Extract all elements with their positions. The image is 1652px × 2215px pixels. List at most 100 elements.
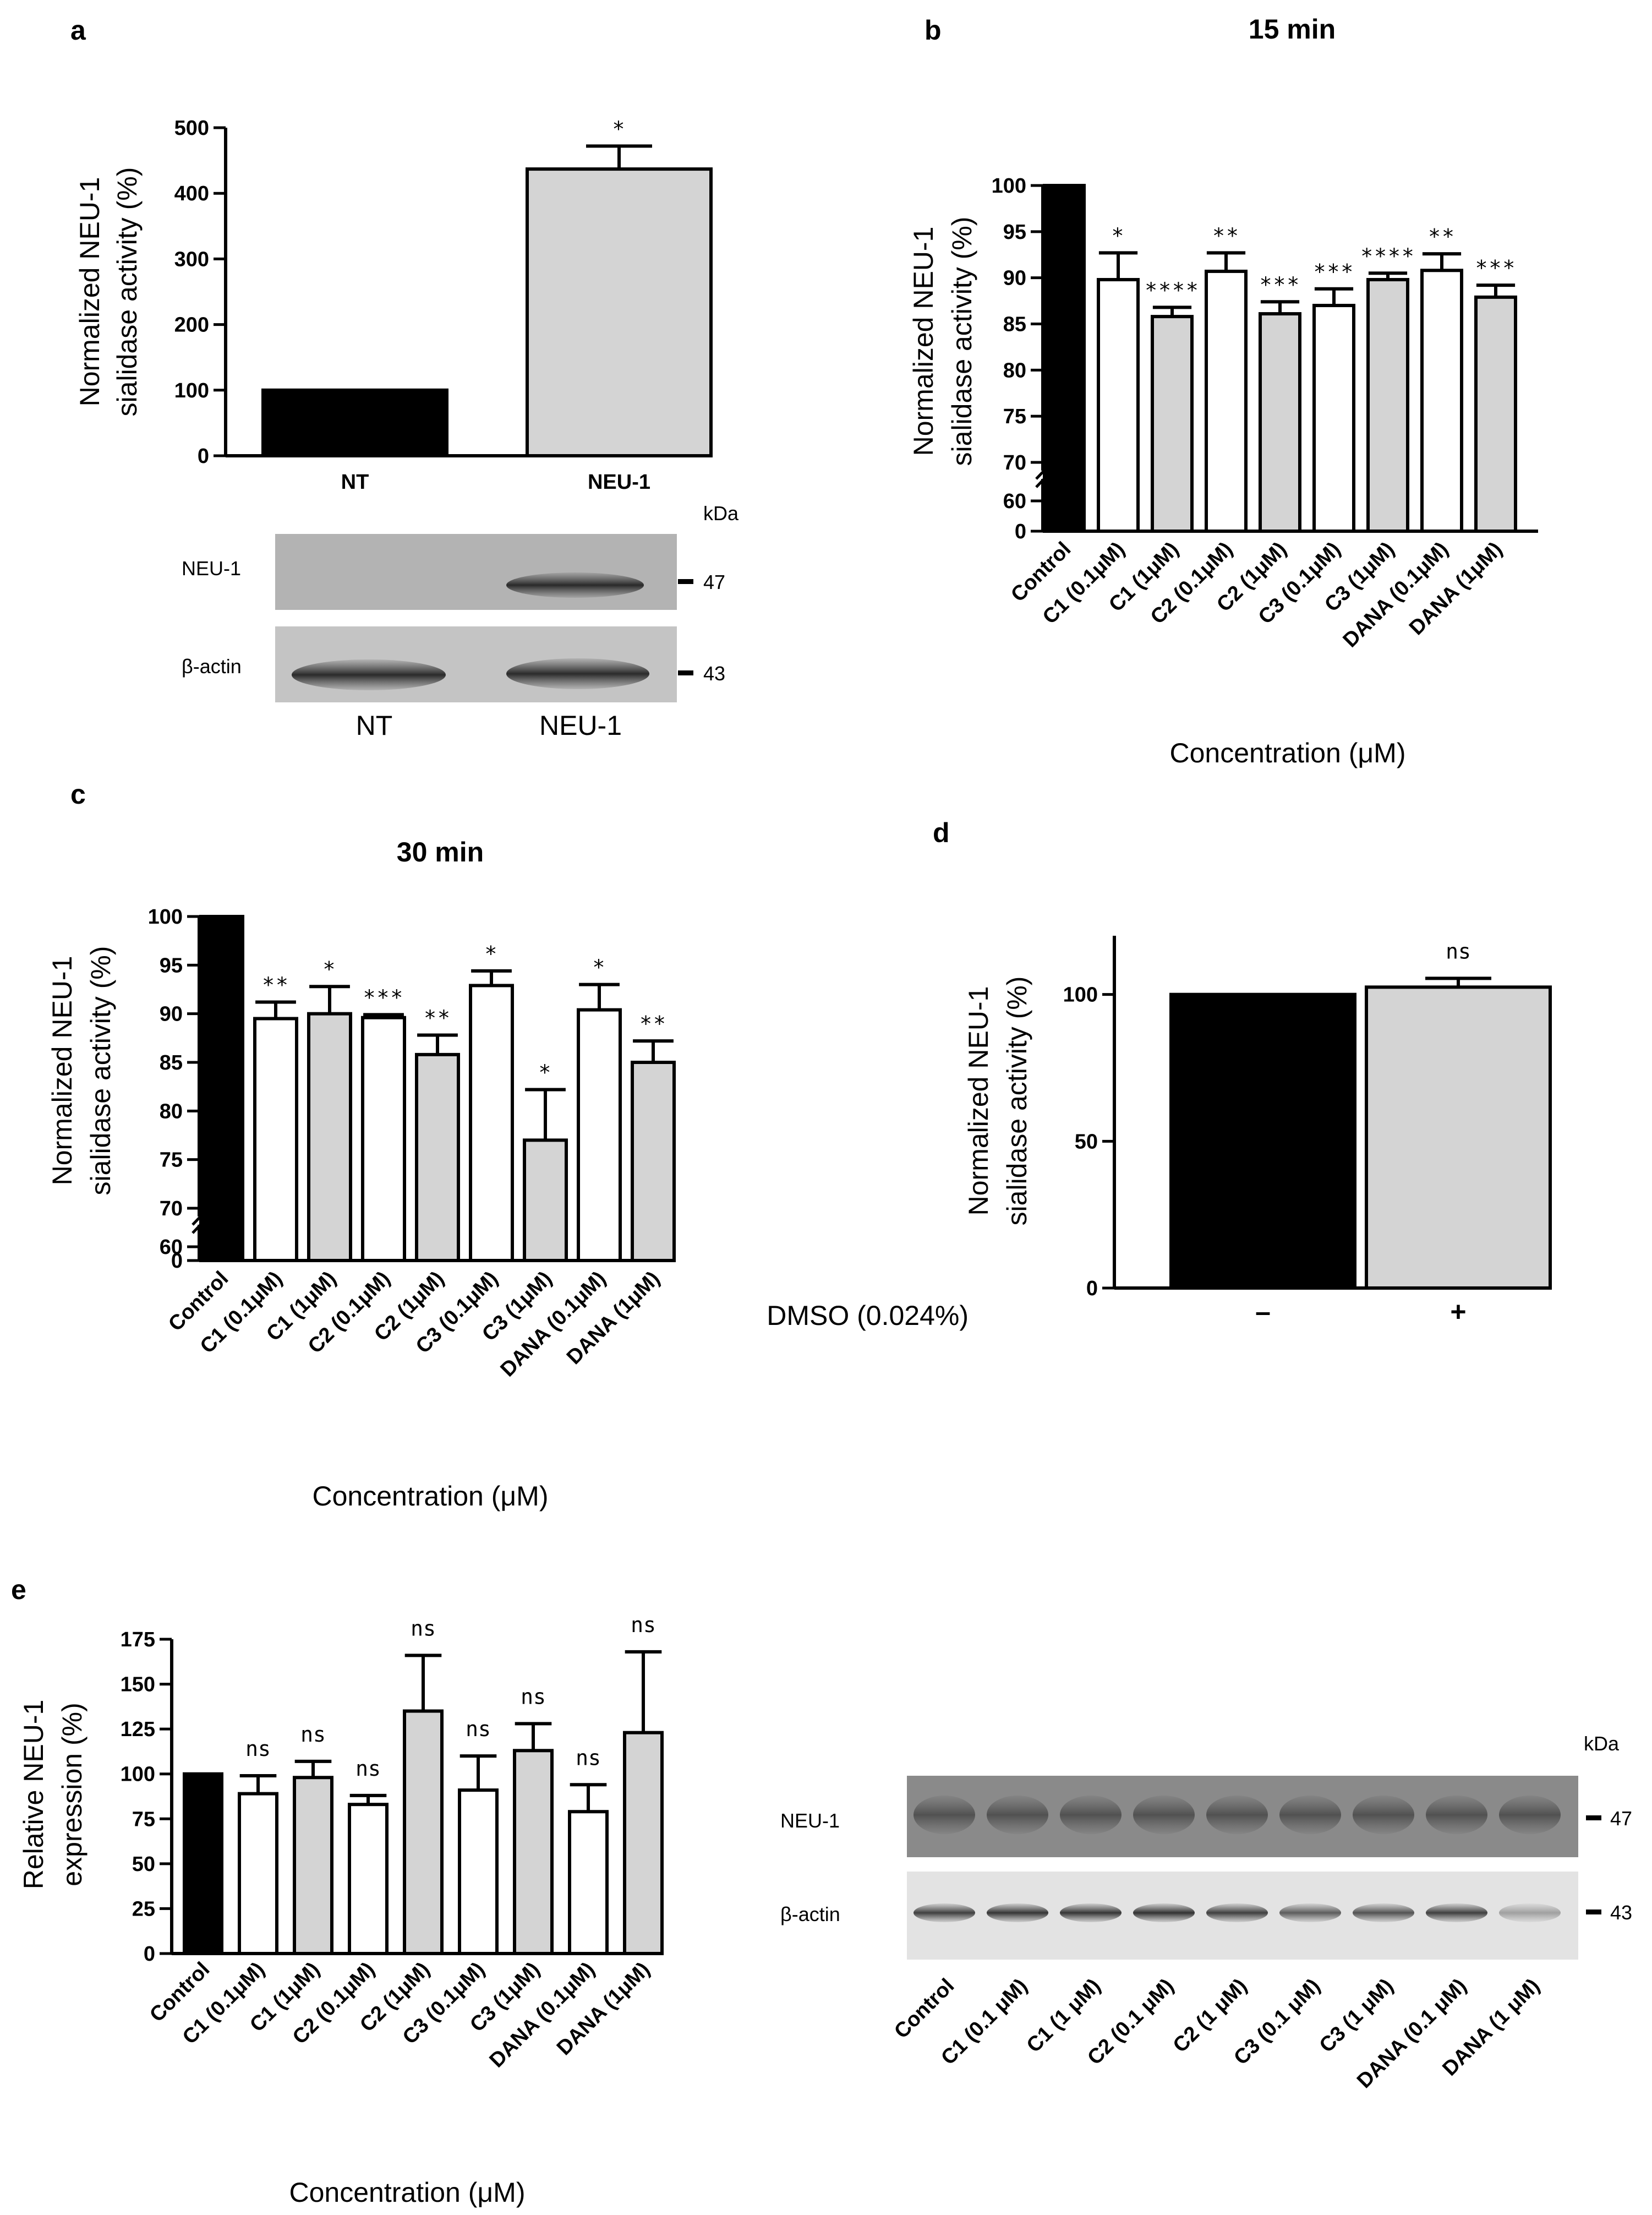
- y-tick-label: 60: [160, 1236, 183, 1259]
- band-neu1-lane: [1353, 1796, 1414, 1834]
- error-bar: [633, 1039, 674, 1062]
- bar-: [1169, 992, 1356, 1290]
- significance-label: ns: [245, 1737, 271, 1761]
- bar-c3-0-1-m: [458, 1788, 499, 1956]
- bar-control: [183, 1772, 223, 1956]
- band-actin-lane: [913, 1903, 975, 1922]
- error-bar: [309, 985, 350, 1014]
- y-axis-title-line1: Normalized NEU-1: [47, 956, 78, 1186]
- x-axis-title: Concentration (μM): [289, 2177, 526, 2208]
- y-tick-label: 75: [160, 1149, 183, 1172]
- band-actin-nt-lane: [292, 659, 446, 690]
- x-axis-title: Concentration (μM): [313, 1481, 549, 1512]
- band-neu1-lane: [1499, 1796, 1561, 1834]
- bar-c2-1-m: [415, 1052, 460, 1263]
- y-tick-label: 125: [121, 1718, 155, 1741]
- bar-dana-1-m: [1474, 295, 1517, 533]
- significance-label: *: [593, 956, 606, 980]
- error-bar: [1476, 283, 1516, 297]
- significance-label: *: [485, 942, 499, 966]
- significance-label: *: [539, 1060, 553, 1084]
- bar-dana-1-m: [631, 1061, 676, 1262]
- band-actin-lane: [1060, 1903, 1122, 1922]
- y-tick-label: 95: [160, 954, 183, 977]
- y-axis-title-line2: expression (%): [57, 1703, 87, 1886]
- error-bar: [1422, 252, 1462, 271]
- panel-d: d Normalized NEU-1 sialidase activity (%) 0…: [767, 817, 1552, 1331]
- band-neu1-lane: [1426, 1796, 1487, 1834]
- y-tick-label: 0: [198, 445, 209, 468]
- marker-47: 47: [703, 571, 725, 593]
- dmso-row-label: DMSO (0.024%): [767, 1300, 969, 1331]
- kda-label: kDa: [703, 502, 739, 525]
- error-bar: [294, 1759, 332, 1778]
- band-actin-lane: [1499, 1903, 1561, 1922]
- y-tick-label: 90: [1003, 267, 1026, 290]
- blot-lane-label: NT: [356, 710, 393, 741]
- panel-letter: c: [70, 779, 86, 810]
- bar-dana-0-1-m: [568, 1810, 609, 1956]
- bar-c1-0-1-m: [1097, 278, 1140, 533]
- significance-label: ns: [466, 1717, 491, 1741]
- y-tick-label: 100: [174, 379, 209, 402]
- x-axis-title: Concentration (μM): [1170, 738, 1406, 768]
- bar-dana-0-1-m: [577, 1008, 622, 1262]
- bar-neu-1: [526, 167, 713, 457]
- error-bar: [349, 1793, 387, 1805]
- y-tick-label: 95: [1003, 221, 1026, 244]
- x-tick-label: DANA (1μM): [562, 1267, 664, 1369]
- marker-tick: [678, 579, 693, 584]
- y-axis-title-line2: sialidase activity (%): [112, 167, 143, 417]
- error-bar: [625, 1650, 662, 1733]
- error-bar: [239, 1774, 277, 1794]
- y-axis-title-line1: Relative NEU-1: [18, 1700, 49, 1890]
- band-actin-lane: [1426, 1903, 1487, 1922]
- bar-c1-1-m: [307, 1012, 352, 1262]
- bar-c1-0-1-m: [253, 1017, 298, 1262]
- marker-tick: [1586, 1815, 1601, 1820]
- bar-c1-0-1-m: [238, 1792, 278, 1955]
- significance-label: ns: [631, 1613, 656, 1637]
- blot-row-label: β-actin: [182, 655, 242, 678]
- band-actin-lane: [1206, 1903, 1268, 1922]
- marker-43: 43: [703, 662, 725, 685]
- x-tick-label: DANA (1μM): [1405, 538, 1507, 640]
- y-tick-label: 75: [132, 1808, 155, 1831]
- x-tick-label: –: [1255, 1296, 1271, 1327]
- band-actin-lane: [987, 1903, 1048, 1922]
- y-tick-label: 300: [174, 248, 209, 271]
- y-tick-label: 100: [992, 174, 1026, 198]
- y-tick-label: 100: [148, 905, 183, 929]
- bar-control: [1043, 184, 1086, 533]
- error-bar: [570, 1783, 607, 1812]
- significance-label: *: [323, 957, 337, 981]
- kda-label: kDa: [1584, 1732, 1620, 1755]
- band-actin-lane: [1353, 1903, 1414, 1922]
- significance-label: ns: [1446, 939, 1471, 963]
- y-tick-label: 80: [1003, 359, 1026, 382]
- bar-c2-0-1-m: [361, 1016, 406, 1262]
- y-tick-label: 70: [160, 1197, 183, 1220]
- y-axis-title-line2: sialidase activity (%): [947, 217, 977, 466]
- significance-label: ns: [355, 1756, 381, 1781]
- blot-row-label: NEU-1: [780, 1809, 840, 1832]
- y-tick-label: 85: [1003, 313, 1026, 336]
- y-tick-label: 0: [171, 1250, 183, 1273]
- bar-c3-1-m: [523, 1138, 568, 1262]
- y-tick-label: 85: [160, 1051, 183, 1074]
- y-tick-label: 75: [1003, 405, 1026, 428]
- significance-label: ***: [363, 985, 404, 1010]
- bar-: [1365, 985, 1552, 1290]
- y-axis-title-line2: sialidase activity (%): [85, 946, 116, 1196]
- error-bar: [255, 1000, 296, 1019]
- x-tick-label: +: [1450, 1296, 1466, 1327]
- bar-c1-1-m: [293, 1776, 333, 1955]
- bar-c2-0-1-m: [348, 1803, 389, 1955]
- bar-c3-0-1-m: [469, 984, 514, 1263]
- significance-label: ns: [521, 1684, 546, 1709]
- bar-control: [199, 915, 244, 1262]
- y-tick-label: 50: [1075, 1130, 1098, 1153]
- blot-lane-label: NEU-1: [539, 710, 622, 741]
- panel-a: a Normalized NEU-1 sialidase activity (%) 0…: [70, 15, 713, 494]
